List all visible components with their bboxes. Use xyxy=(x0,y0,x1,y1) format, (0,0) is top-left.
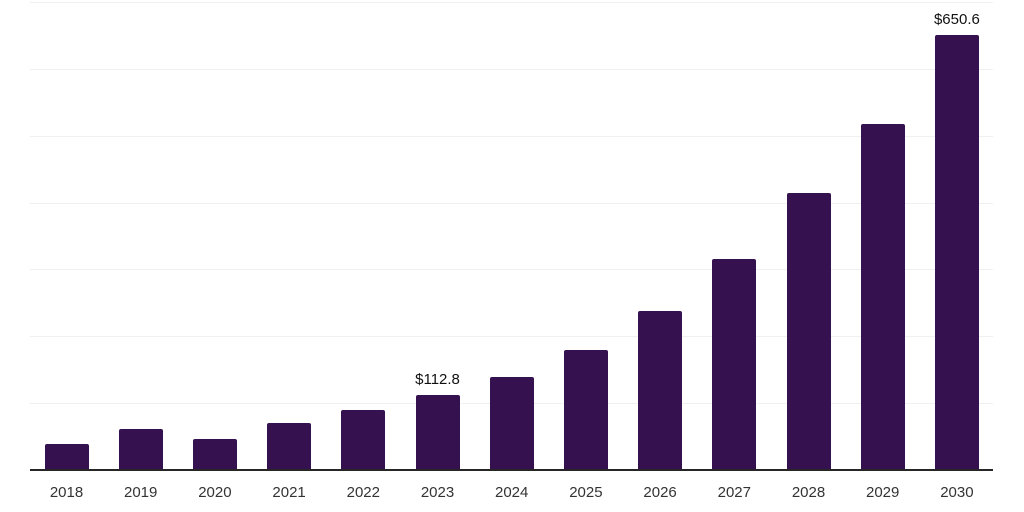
bar-2024 xyxy=(490,377,534,470)
gridline xyxy=(30,203,993,204)
bar-2018 xyxy=(45,444,89,470)
bar-2028 xyxy=(787,193,831,470)
bar-2020 xyxy=(193,439,237,470)
bar-2019 xyxy=(119,429,163,470)
x-axis-line xyxy=(30,469,993,471)
value-label-2030: $650.6 xyxy=(933,11,980,28)
bar-2029 xyxy=(861,124,905,470)
bar-2030 xyxy=(935,35,979,470)
x-tick-label-2018: 2018 xyxy=(49,484,84,501)
x-tick-label-2025: 2025 xyxy=(569,484,603,501)
gridline xyxy=(30,336,993,337)
x-tick-label-2022: 2022 xyxy=(346,484,380,501)
bar-2026 xyxy=(638,311,682,470)
x-tick-label-2029: 2029 xyxy=(866,484,900,501)
x-tick-label-2019: 2019 xyxy=(124,484,158,501)
value-label-2023: $112.8 xyxy=(415,371,460,388)
x-tick-label-2027: 2027 xyxy=(717,484,751,501)
bar-2023 xyxy=(416,395,460,470)
bar-2022 xyxy=(341,410,385,470)
bar-2021 xyxy=(267,423,311,470)
x-tick-label-2020: 2020 xyxy=(198,484,232,501)
x-tick-label-2023: 2023 xyxy=(420,484,455,501)
gridline xyxy=(30,2,993,3)
bar-2025 xyxy=(564,350,608,470)
x-tick-label-2028: 2028 xyxy=(791,484,826,501)
bar-2027 xyxy=(712,259,756,470)
x-tick-label-2021: 2021 xyxy=(272,484,306,501)
x-tick-label-2024: 2024 xyxy=(495,484,529,501)
gridline xyxy=(30,136,993,137)
x-tick-label-2026: 2026 xyxy=(643,484,677,501)
gridline xyxy=(30,269,993,270)
x-tick-label-2030: 2030 xyxy=(940,484,974,501)
gridline xyxy=(30,69,993,70)
